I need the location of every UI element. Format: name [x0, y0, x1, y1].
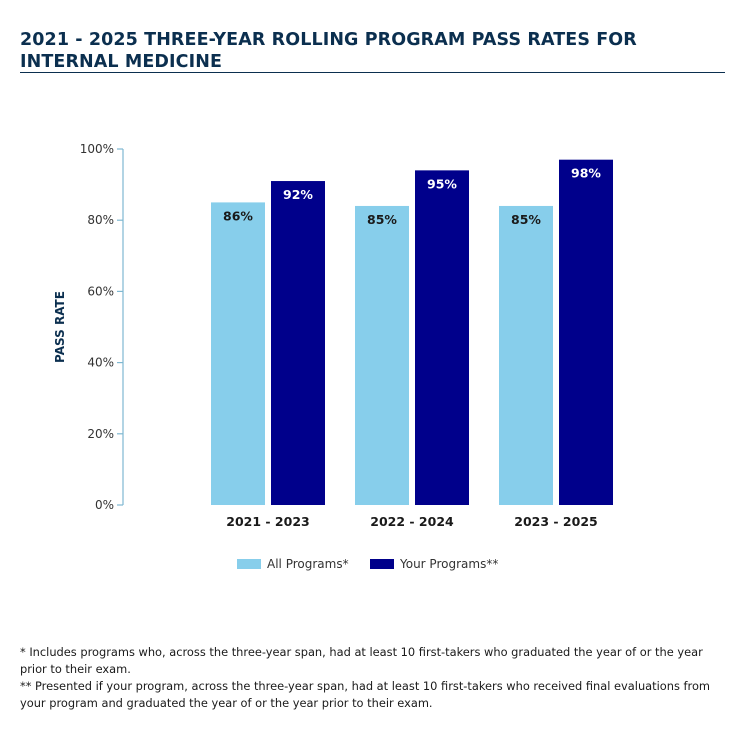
y-axis-title: PASS RATE: [53, 291, 67, 363]
bar-value-label: 85%: [511, 212, 541, 227]
x-category-label: 2023 - 2025: [514, 514, 597, 529]
page-title: 2021 - 2025 THREE-YEAR ROLLING PROGRAM P…: [20, 30, 637, 72]
footnote-all-programs: * Includes programs who, across the thre…: [20, 645, 703, 676]
footnotes: * Includes programs who, across the thre…: [20, 644, 720, 712]
bar-value-label: 85%: [367, 212, 397, 227]
bar-value-label: 86%: [223, 208, 253, 223]
bar-your-programs: [415, 170, 469, 506]
bar-value-label: 92%: [283, 187, 313, 202]
bar-all-programs: [355, 205, 409, 505]
bar-all-programs: [211, 202, 265, 505]
title-divider: [20, 72, 725, 73]
bar-all-programs: [499, 205, 553, 505]
bar-value-label: 98%: [571, 166, 601, 181]
y-tick-label: 20%: [87, 427, 114, 441]
bar-your-programs: [271, 181, 325, 506]
legend-label: All Programs*: [267, 557, 349, 571]
y-tick-label: 40%: [87, 356, 114, 370]
y-tick-label: 0%: [95, 498, 114, 512]
bars: 86% 92% 85% 95% 85% 98%: [211, 159, 613, 506]
y-tick-label: 60%: [87, 284, 114, 298]
legend-swatch: [237, 559, 261, 569]
y-tick-label: 80%: [87, 213, 114, 227]
x-category-label: 2022 - 2024: [370, 514, 454, 529]
x-category-label: 2021 - 2023: [226, 514, 309, 529]
legend: All Programs* Your Programs**: [237, 557, 498, 571]
bar-value-label: 95%: [427, 176, 457, 191]
y-axis: 0% 20% 40% 60% 80% 100%: [80, 142, 124, 512]
legend-swatch: [370, 559, 394, 569]
x-axis-labels: 2021 - 2023 2022 - 2024 2023 - 2025: [226, 514, 597, 529]
bar-your-programs: [559, 159, 613, 505]
pass-rate-bar-chart: 0% 20% 40% 60% 80% 100% PASS RATE 86% 92% 85% 95…: [53, 142, 613, 571]
footnote-your-programs: ** Presented if your program, across the…: [20, 679, 711, 710]
y-tick-label: 100%: [80, 142, 114, 156]
legend-label: Your Programs**: [399, 557, 498, 571]
